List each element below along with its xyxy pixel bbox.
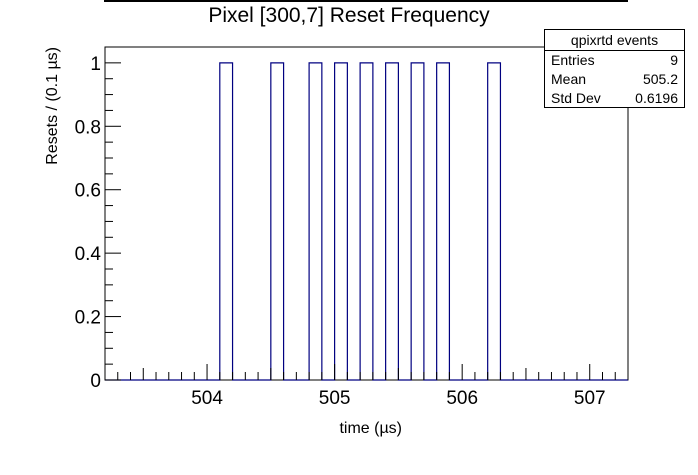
plot-frame xyxy=(104,46,629,381)
y-tick-label: 1 xyxy=(90,54,101,75)
x-axis-label: time (µs) xyxy=(339,420,402,437)
histogram-bar-2 xyxy=(309,63,322,380)
x-axis: 504 505 506 507 xyxy=(104,364,629,409)
stats-label-mean: Mean xyxy=(551,71,587,87)
histogram-bar-1 xyxy=(271,63,284,380)
stats-label-std-dev: Std Dev xyxy=(551,90,601,106)
y-tick-label: 0.8 xyxy=(75,117,101,138)
stats-value-mean: 505.2 xyxy=(642,71,678,87)
histogram-bar-5 xyxy=(386,63,399,380)
histogram-bar-3 xyxy=(335,63,348,380)
y-tick-label: 0 xyxy=(90,371,101,392)
histogram-bar-8 xyxy=(488,63,501,380)
x-tick-label: 504 xyxy=(191,388,223,409)
y-axis: 0 0.2 0.4 0.6 0.8 1 xyxy=(75,46,121,392)
stats-label-entries: Entries xyxy=(551,52,595,68)
histogram-bar-0 xyxy=(220,63,233,380)
histogram-bars xyxy=(105,62,628,381)
histogram-bar-4 xyxy=(360,63,373,380)
histogram-outline xyxy=(105,62,628,381)
histogram-bar-7 xyxy=(437,63,450,380)
y-tick-label: 0.6 xyxy=(75,181,101,202)
x-tick-label: 507 xyxy=(574,388,606,409)
stats-row-entries: Entries 9 xyxy=(545,51,684,70)
histogram-bar-6 xyxy=(411,63,424,380)
stats-row-std-dev: Std Dev 0.6196 xyxy=(545,89,684,108)
stats-title: qpixrtd events xyxy=(545,30,684,51)
y-tick-label: 0.2 xyxy=(75,308,101,329)
x-tick-label: 506 xyxy=(446,388,478,409)
stats-value-std-dev: 0.6196 xyxy=(635,90,678,106)
stats-value-entries: 9 xyxy=(670,52,678,68)
y-tick-label: 0.4 xyxy=(75,244,102,265)
chart-title: Pixel [300,7] Reset Frequency xyxy=(208,4,490,27)
stats-row-mean: Mean 505.2 xyxy=(545,70,684,89)
stats-box: qpixrtd events Entries 9 Mean 505.2 Std … xyxy=(544,29,685,108)
x-tick-label: 505 xyxy=(319,388,351,409)
y-axis-label: Resets / (0.1 µs) xyxy=(44,47,61,165)
